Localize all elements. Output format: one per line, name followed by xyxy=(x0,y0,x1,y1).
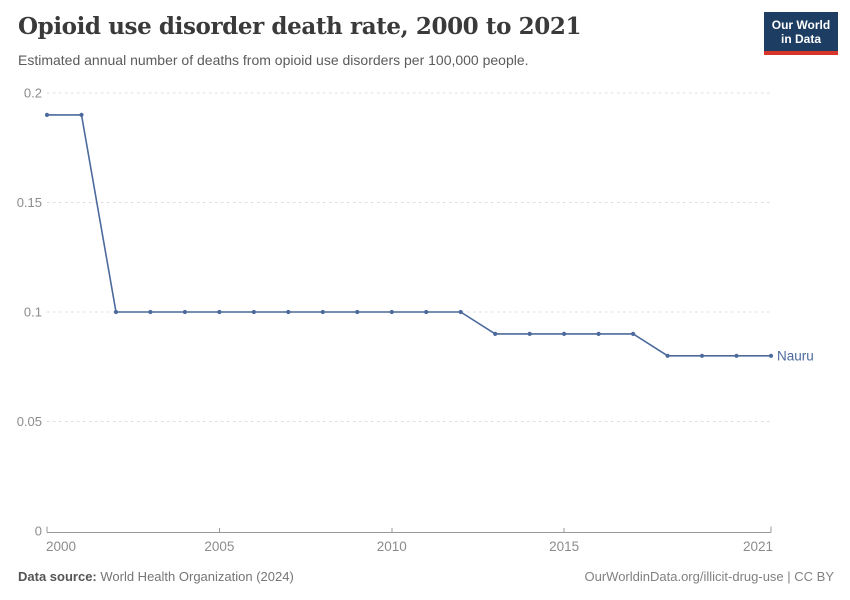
data-point[interactable] xyxy=(355,309,360,315)
data-source-value: World Health Organization (2024) xyxy=(96,569,294,584)
y-axis-tick-label: 0 xyxy=(35,524,42,539)
data-point[interactable] xyxy=(182,309,187,315)
data-point[interactable] xyxy=(424,309,429,315)
data-point[interactable] xyxy=(562,331,567,336)
data-point[interactable] xyxy=(79,112,84,117)
data-point[interactable] xyxy=(493,331,498,336)
x-axis-tick-label: 2010 xyxy=(377,539,407,554)
data-point[interactable] xyxy=(734,353,739,358)
data-source: Data source: World Health Organization (… xyxy=(18,569,294,584)
data-point[interactable] xyxy=(286,309,291,315)
series-end-label[interactable]: Nauru xyxy=(777,348,814,363)
y-axis-tick-label: 0.05 xyxy=(17,414,42,429)
x-axis-tick-label: 2015 xyxy=(549,539,579,554)
chart-title: Opioid use disorder death rate, 2000 to … xyxy=(18,13,582,40)
data-point[interactable] xyxy=(527,331,532,336)
data-point[interactable] xyxy=(113,309,119,315)
owid-logo-line1: Our World xyxy=(771,18,831,32)
data-point[interactable] xyxy=(320,309,325,315)
y-axis-tick-label: 0.2 xyxy=(24,86,42,101)
data-point[interactable] xyxy=(631,331,636,336)
x-axis-tick-label: 2005 xyxy=(204,539,234,554)
chart-subtitle: Estimated annual number of deaths from o… xyxy=(18,52,529,68)
owid-logo[interactable]: Our World in Data xyxy=(764,12,838,55)
data-point[interactable] xyxy=(458,309,463,315)
data-point[interactable] xyxy=(768,353,774,358)
x-axis-tick-label: 2021 xyxy=(743,539,773,554)
owid-logo-line2: in Data xyxy=(780,32,821,46)
data-point[interactable] xyxy=(389,309,394,315)
y-axis-tick-label: 0.15 xyxy=(17,195,42,210)
data-point[interactable] xyxy=(251,309,256,315)
data-point[interactable] xyxy=(217,309,222,315)
data-point[interactable] xyxy=(148,309,153,315)
data-point[interactable] xyxy=(665,353,670,358)
y-axis-tick-label: 0.1 xyxy=(24,305,42,320)
data-point[interactable] xyxy=(699,353,705,358)
credit-link[interactable]: OurWorldinData.org/illicit-drug-use | CC… xyxy=(584,569,835,584)
x-axis-tick-label: 2000 xyxy=(46,539,76,554)
series-line-nauru[interactable] xyxy=(46,114,772,357)
data-point[interactable] xyxy=(44,112,50,117)
data-point[interactable] xyxy=(596,331,601,336)
data-source-label: Data source: xyxy=(18,569,97,584)
